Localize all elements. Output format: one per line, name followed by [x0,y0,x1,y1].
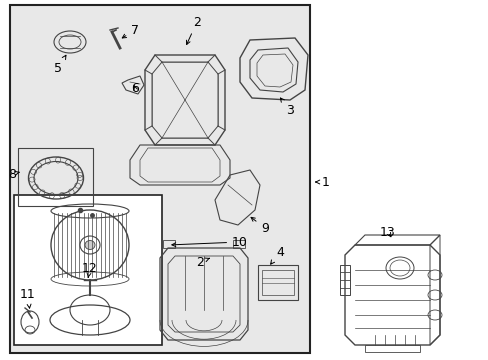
Text: 12: 12 [82,261,98,278]
Text: 9: 9 [250,217,268,234]
Text: 2: 2 [186,15,201,45]
Text: 13: 13 [379,225,395,238]
Text: 2: 2 [196,256,209,269]
Text: 10: 10 [171,235,247,248]
Ellipse shape [85,240,95,249]
Text: 3: 3 [280,98,293,117]
Text: 5: 5 [54,55,66,75]
Bar [18,148,93,206]
Bar [14,195,162,345]
Bar [258,265,297,300]
Text: 11: 11 [20,288,36,308]
Bar [10,5,309,353]
Bar [262,270,293,295]
Text: 1: 1 [315,175,329,189]
Text: 8: 8 [8,167,19,180]
Text: 6: 6 [131,81,139,94]
Text: 4: 4 [270,246,284,264]
Text: 7: 7 [122,23,139,38]
